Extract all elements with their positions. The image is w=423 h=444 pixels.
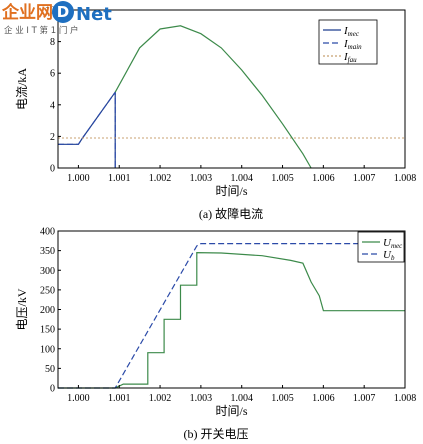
x-tick-label: 1.008 — [394, 393, 417, 404]
x-tick-label: 1.001 — [108, 173, 131, 184]
plot-frame — [57, 9, 406, 169]
y-tick-label: 0 — [50, 384, 55, 395]
y-tick-label: 2 — [50, 132, 55, 143]
y-tick-label: 8 — [50, 37, 55, 48]
y-axis-label: 电压/kV — [15, 288, 29, 330]
x-tick-label: 1.007 — [353, 393, 376, 404]
x-axis-label: 时间/s — [215, 404, 247, 418]
series-line-u-b — [58, 243, 405, 389]
chart-switch-voltage: 1.000 1.001 1.002 1.003 1.004 1.005 1.006 1.007… — [15, 227, 416, 442]
x-tick-label: 1.003 — [190, 173, 213, 184]
x-tick-label: 1.000 — [67, 393, 90, 404]
x-tick-label: 1.006 — [312, 393, 335, 404]
series-line-i-mec — [58, 90, 116, 168]
y-tick-label: 350 — [40, 246, 55, 257]
x-tick-label: 1.005 — [271, 173, 294, 184]
legend-subscript: fau — [348, 56, 357, 64]
legend-subscript: main — [348, 43, 363, 51]
chart-fault-current: 1.000 1.001 1.002 1.003 1.004 1.005 1.006 1.007… — [15, 6, 416, 222]
y-tick-label: 150 — [40, 325, 55, 336]
chart-caption: (b) 开关电压 — [184, 427, 249, 441]
legend-box — [318, 19, 378, 65]
y-tick-label: 400 — [40, 227, 55, 238]
legend-entry: Ub — [383, 249, 395, 262]
x-axis-label: 时间/s — [215, 184, 247, 198]
watermark-brand: 企业网 — [1, 2, 53, 23]
watermark-logo: 企业网 D Net 企 业 I T 第 1 门 户 — [1, 1, 112, 36]
legend-symbol: I — [343, 38, 349, 50]
x-tick-label: 1.000 — [67, 173, 90, 184]
legend-box — [357, 231, 405, 263]
y-tick-label: 6 — [50, 69, 55, 80]
x-tick-label: 1.003 — [190, 393, 213, 404]
y-tick-label: 10 — [45, 6, 55, 17]
legend-subscript: mec — [391, 242, 403, 250]
x-tick-label: 1.004 — [230, 393, 253, 404]
x-tick-label: 1.006 — [312, 173, 335, 184]
y-tick-label: 200 — [40, 305, 55, 316]
y-tick-label: 300 — [40, 266, 55, 277]
x-tick-label: 1.002 — [149, 393, 172, 404]
x-tick-label: 1.002 — [149, 173, 172, 184]
watermark-d-badge: D — [52, 1, 74, 23]
watermark-brand-latin: D — [57, 3, 69, 21]
legend-symbol: I — [343, 25, 349, 37]
legend-entry: Imec — [343, 25, 360, 38]
series-line-i-fault — [114, 25, 312, 169]
legend-entry: Ifau — [343, 51, 357, 64]
y-tick-label: 100 — [40, 344, 55, 355]
watermark-brand-latin2: Net — [76, 4, 112, 25]
x-tick-label: 1.008 — [394, 173, 417, 184]
chart-caption: (a) 故障电流 — [199, 206, 263, 221]
watermark-tagline: 企 业 I T 第 1 门 户 — [4, 25, 79, 36]
plot-frame — [57, 230, 406, 389]
x-tick-label: 1.007 — [353, 173, 376, 184]
legend-symbol: U — [383, 237, 392, 249]
legend-subscript: mec — [348, 30, 360, 38]
legend-entry: Imain — [343, 38, 362, 51]
y-axis-label: 电流/kA — [15, 68, 29, 110]
y-tick-label: 0 — [50, 164, 55, 175]
legend-symbol: U — [383, 249, 392, 261]
y-tick-label: 4 — [50, 100, 55, 111]
x-tick-label: 1.005 — [271, 393, 294, 404]
legend-entry: Umec — [383, 237, 403, 250]
legend-symbol: I — [343, 51, 349, 63]
x-tick-label: 1.001 — [108, 393, 131, 404]
legend-subscript: b — [391, 254, 395, 262]
y-tick-label: 50 — [45, 364, 55, 375]
y-tick-label: 250 — [40, 285, 55, 296]
series-line-u-mec — [58, 251, 405, 389]
x-tick-label: 1.004 — [230, 173, 253, 184]
